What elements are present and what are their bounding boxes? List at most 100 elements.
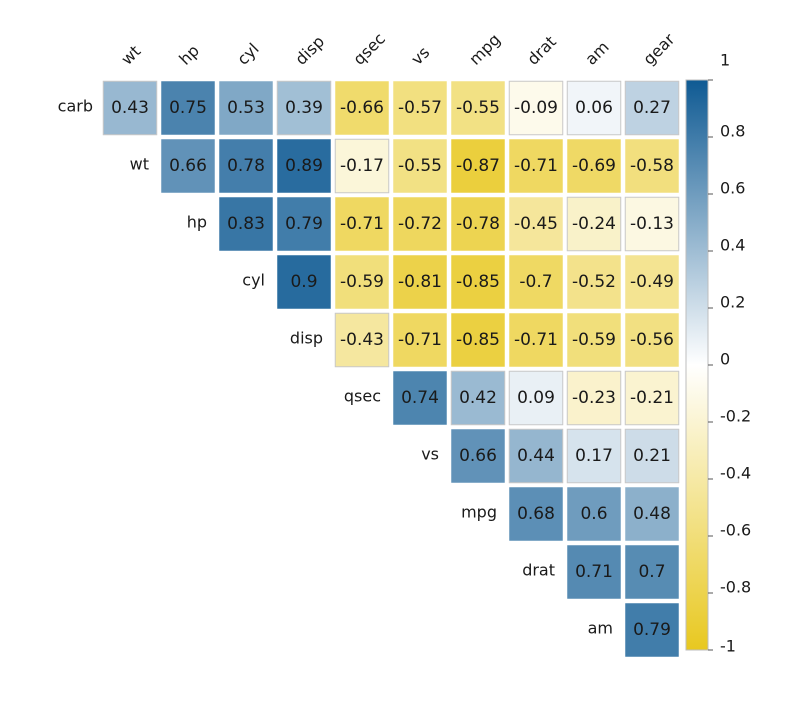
cell-value-label: 0.6 <box>580 504 607 524</box>
heatmap-cell: -0.72 <box>393 197 447 251</box>
column-label-qsec: qsec <box>349 29 389 69</box>
heatmap-cell: 0.71 <box>567 545 621 599</box>
cell-value-label: -0.59 <box>340 272 384 292</box>
cell-wt-disp <box>277 139 331 193</box>
cell-carb-drat <box>508 80 564 136</box>
cell-value-label: 0.66 <box>169 156 207 176</box>
heatmap-cell: -0.55 <box>451 81 505 135</box>
cell-carb-mpg <box>451 81 505 135</box>
cell-cyl-qsec <box>335 255 389 309</box>
heatmap-cell: 0.48 <box>625 487 679 541</box>
cell-vs-mpg <box>451 429 505 483</box>
cell-vs-am <box>566 428 622 484</box>
heatmap-cell: -0.71 <box>335 197 389 251</box>
cell-cyl-mpg <box>451 255 505 309</box>
cell-disp-mpg <box>451 313 505 367</box>
cell-wt-vs <box>393 139 447 193</box>
colorbar-tick-label: 0.6 <box>720 179 745 198</box>
heatmap-cell: -0.59 <box>335 255 389 309</box>
cell-value-label: 0.17 <box>575 446 613 466</box>
cell-value-label: -0.24 <box>572 214 616 234</box>
heatmap-cell: -0.45 <box>509 197 563 251</box>
cell-value-label: 0.74 <box>401 388 439 408</box>
cell-cyl-am <box>567 255 621 309</box>
cell-qsec-vs <box>393 371 447 425</box>
colorbar-ticks: 1 0.8 0.6 0.4 0.2 0 -0.2 -0.4 -0.6 -0.8 -1 <box>708 51 751 656</box>
cell-hp-drat <box>509 197 563 251</box>
cell-carb-hp <box>161 81 215 135</box>
cell-qsec-mpg <box>450 370 506 426</box>
cell-value-label: -0.7 <box>519 272 552 292</box>
colorbar-tick-label: 1 <box>720 51 730 70</box>
cell-value-label: -0.45 <box>514 214 558 234</box>
heatmap-cell: -0.52 <box>567 255 621 309</box>
colorbar: 1 0.8 0.6 0.4 0.2 0 -0.2 -0.4 -0.6 -0.8 -1 <box>685 51 751 656</box>
heatmap-cell: -0.43 <box>334 312 390 368</box>
heatmap-cell: -0.59 <box>567 313 621 367</box>
column-labels: wt hp cyl disp qsec vs mpg drat am gear <box>117 29 678 69</box>
heatmap-cell: -0.85 <box>451 255 505 309</box>
cell-value-label: -0.87 <box>456 156 500 176</box>
heatmap-cell: -0.24 <box>566 196 622 252</box>
heatmap-cell: 0.66 <box>451 429 505 483</box>
heatmap-cell: 0.74 <box>393 371 447 425</box>
heatmap-cell: -0.66 <box>335 81 389 135</box>
colorbar-tick-label: -0.6 <box>720 521 751 540</box>
colorbar-tick-label: 0.4 <box>720 236 745 255</box>
colorbar-tick-label: -1 <box>720 637 736 656</box>
cell-value-label: -0.85 <box>456 272 500 292</box>
cell-wt-gear <box>625 139 679 193</box>
colorbar-tick-label: 0 <box>720 350 730 369</box>
cell-qsec-am <box>566 370 622 426</box>
row-label-cyl: cyl <box>242 271 265 290</box>
cell-value-label: -0.72 <box>398 214 442 234</box>
cell-cyl-gear <box>625 255 679 309</box>
cell-disp-gear <box>625 313 679 367</box>
heatmap-cell: -0.17 <box>334 138 390 194</box>
column-label-vs: vs <box>407 43 433 69</box>
cell-hp-qsec <box>335 197 389 251</box>
cell-qsec-drat <box>508 370 564 426</box>
cell-value-label: 0.9 <box>290 272 317 292</box>
cell-value-label: -0.69 <box>572 156 616 176</box>
cell-hp-am <box>566 196 622 252</box>
cell-carb-am <box>566 80 622 136</box>
cell-am-gear <box>625 603 679 657</box>
heatmap-cell: 0.06 <box>566 80 622 136</box>
heatmap-cell: 0.83 <box>219 197 273 251</box>
heatmap-cell: -0.57 <box>393 81 447 135</box>
colorbar-tick-label: 0.2 <box>720 293 745 312</box>
cell-carb-wt <box>102 80 158 136</box>
cell-value-label: 0.21 <box>633 446 671 466</box>
heatmap-cell: 0.42 <box>450 370 506 426</box>
row-label-hp: hp <box>187 213 207 232</box>
row-label-wt: wt <box>130 155 149 174</box>
cell-value-label: 0.78 <box>227 156 265 176</box>
cell-disp-drat <box>509 313 563 367</box>
cell-value-label: -0.55 <box>398 156 442 176</box>
cell-hp-mpg <box>451 197 505 251</box>
cell-vs-gear <box>624 428 680 484</box>
column-label-hp: hp <box>175 41 203 69</box>
heatmap-cell: 0.44 <box>508 428 564 484</box>
cell-wt-cyl <box>219 139 273 193</box>
heatmap-cell: 0.21 <box>624 428 680 484</box>
row-label-am: am <box>588 619 613 638</box>
cell-value-label: -0.71 <box>514 156 558 176</box>
cell-value-label: 0.43 <box>111 98 149 118</box>
row-label-drat: drat <box>522 561 555 580</box>
heatmap-cell: 0.78 <box>219 139 273 193</box>
column-label-disp: disp <box>291 32 328 69</box>
heatmap-cell: -0.85 <box>451 313 505 367</box>
colorbar-tick-label: -0.8 <box>720 578 751 597</box>
cell-value-label: -0.17 <box>340 156 384 176</box>
heatmap-cell: 0.6 <box>567 487 621 541</box>
heatmap-cell: -0.71 <box>393 313 447 367</box>
cell-value-label: -0.21 <box>630 388 674 408</box>
cell-value-label: 0.66 <box>459 446 497 466</box>
cell-value-label: 0.68 <box>517 504 555 524</box>
cell-wt-drat <box>509 139 563 193</box>
heatmap-cell: 0.53 <box>219 81 273 135</box>
heatmap-cell: 0.17 <box>566 428 622 484</box>
